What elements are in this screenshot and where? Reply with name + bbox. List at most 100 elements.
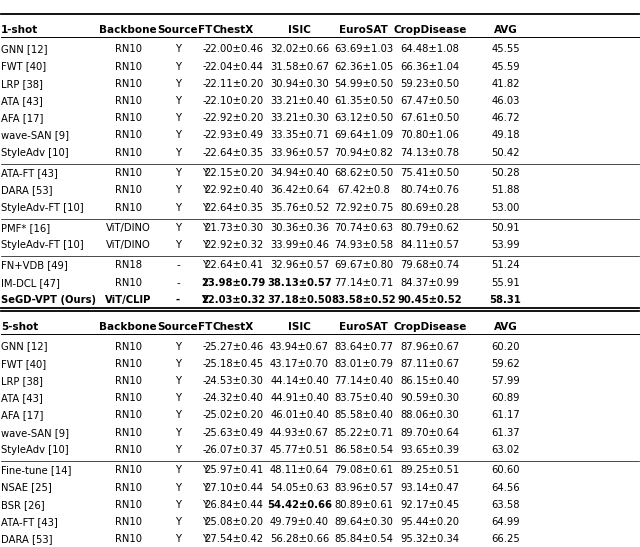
Text: 54.99±0.50: 54.99±0.50: [334, 79, 393, 89]
Text: 1-shot: 1-shot: [1, 25, 38, 34]
Text: RN10: RN10: [115, 482, 141, 492]
Text: ATA [43]: ATA [43]: [1, 393, 43, 403]
Text: 51.24: 51.24: [492, 260, 520, 270]
Text: RN10: RN10: [115, 168, 141, 178]
Text: 66.25: 66.25: [492, 534, 520, 544]
Text: 22.15±0.20: 22.15±0.20: [204, 168, 263, 178]
Text: DARA [53]: DARA [53]: [1, 534, 52, 544]
Text: 5-shot: 5-shot: [1, 322, 38, 332]
Text: 89.64±0.30: 89.64±0.30: [334, 517, 393, 527]
Text: 22.03±0.32: 22.03±0.32: [202, 295, 266, 305]
Text: 80.74±0.76: 80.74±0.76: [401, 185, 460, 195]
Text: FT: FT: [198, 25, 212, 34]
Text: LRP [38]: LRP [38]: [1, 79, 43, 89]
Text: DARA [53]: DARA [53]: [1, 185, 52, 195]
Text: RN10: RN10: [115, 410, 141, 421]
Text: Y: Y: [202, 482, 208, 492]
Text: 89.70±0.64: 89.70±0.64: [401, 428, 460, 438]
Text: Y: Y: [175, 465, 181, 475]
Text: 80.89±0.61: 80.89±0.61: [334, 500, 393, 510]
Text: Fine-tune [14]: Fine-tune [14]: [1, 465, 72, 475]
Text: Y: Y: [175, 44, 181, 54]
Text: AVG: AVG: [493, 322, 518, 332]
Text: -: -: [203, 445, 207, 455]
Text: 63.58: 63.58: [492, 500, 520, 510]
Text: 56.28±0.66: 56.28±0.66: [270, 534, 329, 544]
Text: 80.79±0.62: 80.79±0.62: [401, 223, 460, 233]
Text: 83.96±0.57: 83.96±0.57: [334, 482, 393, 492]
Text: RN10: RN10: [115, 96, 141, 106]
Text: 23.98±0.79: 23.98±0.79: [202, 278, 266, 288]
Text: -: -: [203, 359, 207, 369]
Text: 62.36±1.05: 62.36±1.05: [334, 62, 393, 72]
Text: 25.27±0.46: 25.27±0.46: [204, 341, 263, 352]
Text: Y: Y: [175, 62, 181, 72]
Text: RN10: RN10: [115, 465, 141, 475]
Text: 70.80±1.06: 70.80±1.06: [401, 131, 460, 141]
Text: 64.56: 64.56: [492, 482, 520, 492]
Text: RN10: RN10: [115, 185, 141, 195]
Text: Y: Y: [175, 240, 181, 250]
Text: 75.41±0.50: 75.41±0.50: [401, 168, 460, 178]
Text: 31.58±0.67: 31.58±0.67: [270, 62, 329, 72]
Text: 50.42: 50.42: [492, 148, 520, 158]
Text: 90.59±0.30: 90.59±0.30: [401, 393, 460, 403]
Text: -: -: [176, 278, 180, 288]
Text: GNN [12]: GNN [12]: [1, 44, 48, 54]
Text: 66.36±1.04: 66.36±1.04: [401, 62, 460, 72]
Text: 57.99: 57.99: [492, 376, 520, 386]
Text: Y: Y: [175, 96, 181, 106]
Text: 22.92±0.40: 22.92±0.40: [204, 185, 263, 195]
Text: LRP [38]: LRP [38]: [1, 376, 43, 386]
Text: CropDisease: CropDisease: [394, 25, 467, 34]
Text: 60.20: 60.20: [492, 341, 520, 352]
Text: 27.10±0.44: 27.10±0.44: [204, 482, 263, 492]
Text: AFA [17]: AFA [17]: [1, 113, 44, 123]
Text: Y: Y: [175, 223, 181, 233]
Text: 30.94±0.30: 30.94±0.30: [270, 79, 329, 89]
Text: 64.99: 64.99: [492, 517, 520, 527]
Text: StyleAdv-FT [10]: StyleAdv-FT [10]: [1, 240, 84, 250]
Text: Backbone: Backbone: [99, 322, 157, 332]
Text: ATA [43]: ATA [43]: [1, 96, 43, 106]
Text: BSR [26]: BSR [26]: [1, 500, 45, 510]
Text: 25.97±0.41: 25.97±0.41: [204, 465, 263, 475]
Text: 87.11±0.67: 87.11±0.67: [401, 359, 460, 369]
Text: Y: Y: [202, 534, 208, 544]
Text: 74.93±0.58: 74.93±0.58: [334, 240, 393, 250]
Text: 77.14±0.71: 77.14±0.71: [334, 278, 393, 288]
Text: 33.21±0.30: 33.21±0.30: [270, 113, 329, 123]
Text: EuroSAT: EuroSAT: [339, 322, 388, 332]
Text: 43.17±0.70: 43.17±0.70: [270, 359, 329, 369]
Text: Y: Y: [202, 223, 208, 233]
Text: 74.13±0.78: 74.13±0.78: [401, 148, 460, 158]
Text: 21.73±0.30: 21.73±0.30: [204, 223, 263, 233]
Text: Backbone: Backbone: [99, 25, 157, 34]
Text: 53.99: 53.99: [492, 240, 520, 250]
Text: Y: Y: [202, 202, 208, 213]
Text: 22.64±0.41: 22.64±0.41: [204, 260, 263, 270]
Text: ATA-FT [43]: ATA-FT [43]: [1, 517, 58, 527]
Text: RN10: RN10: [115, 341, 141, 352]
Text: 93.65±0.39: 93.65±0.39: [401, 445, 460, 455]
Text: ViT/DINO: ViT/DINO: [106, 240, 150, 250]
Text: Y: Y: [175, 202, 181, 213]
Text: -: -: [203, 62, 207, 72]
Text: ViT/CLIP: ViT/CLIP: [105, 295, 151, 305]
Text: 22.92±0.32: 22.92±0.32: [204, 240, 263, 250]
Text: Y: Y: [175, 148, 181, 158]
Text: 77.14±0.40: 77.14±0.40: [334, 376, 393, 386]
Text: 22.92±0.20: 22.92±0.20: [204, 113, 263, 123]
Text: IM-DCL [47]: IM-DCL [47]: [1, 278, 60, 288]
Text: Y: Y: [202, 168, 208, 178]
Text: -: -: [203, 96, 207, 106]
Text: 54.42±0.66: 54.42±0.66: [267, 500, 332, 510]
Text: 70.74±0.63: 70.74±0.63: [334, 223, 393, 233]
Text: 25.08±0.20: 25.08±0.20: [204, 517, 263, 527]
Text: 44.93±0.67: 44.93±0.67: [270, 428, 329, 438]
Text: 83.58±0.52: 83.58±0.52: [332, 295, 396, 305]
Text: 37.18±0.50: 37.18±0.50: [268, 295, 332, 305]
Text: 79.68±0.74: 79.68±0.74: [401, 260, 460, 270]
Text: Y: Y: [175, 79, 181, 89]
Text: 85.84±0.54: 85.84±0.54: [334, 534, 393, 544]
